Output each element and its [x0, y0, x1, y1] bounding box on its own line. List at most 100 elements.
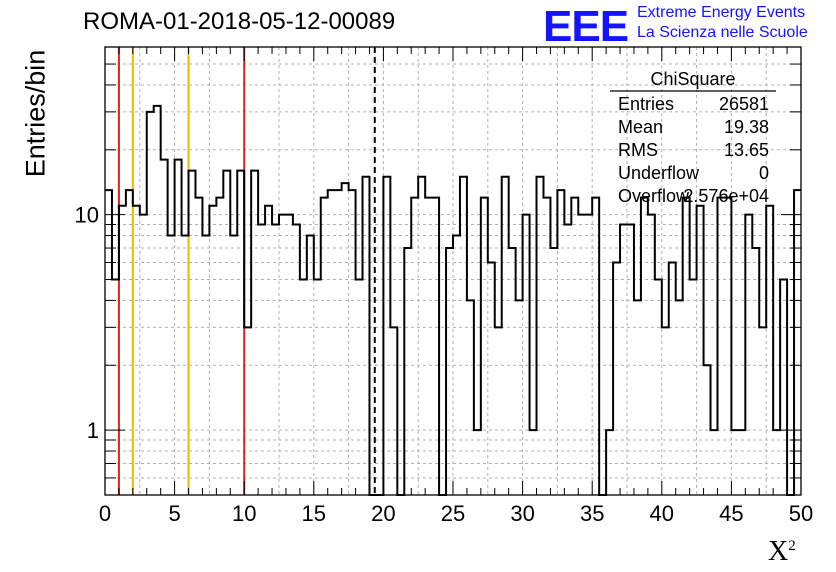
stats-row-label: Underflow: [618, 163, 700, 183]
histogram-bin: [189, 171, 196, 495]
histogram-bin: [766, 206, 773, 495]
stats-row-label: Mean: [618, 117, 663, 137]
stats-row-value: 0: [759, 163, 769, 183]
histogram-bin: [683, 198, 690, 495]
histogram-bin: [390, 327, 397, 495]
histogram-bin: [209, 206, 216, 495]
histogram-bin: [356, 280, 363, 495]
x-tick-label: 20: [371, 501, 395, 526]
histogram-bin: [690, 280, 697, 495]
stats-row-value: 19.38: [724, 117, 769, 137]
histogram-bin: [112, 280, 119, 495]
histogram-bin: [662, 327, 669, 495]
histogram-bin: [550, 248, 557, 495]
x-tick-label: 15: [302, 501, 326, 526]
x-tick-label: 5: [168, 501, 180, 526]
histogram-bin: [467, 300, 474, 495]
x-tick-label: 45: [719, 501, 743, 526]
histogram-bin: [314, 280, 321, 495]
x-tick-label: 25: [441, 501, 465, 526]
x-tick-label: 40: [650, 501, 674, 526]
stats-row-value: 13.65: [724, 140, 769, 160]
histogram-bin: [237, 171, 244, 495]
stats-row-label: Overflow: [618, 186, 690, 206]
x-axis-label-superscript: 2: [788, 538, 796, 554]
histogram-bin: [780, 280, 787, 495]
x-tick-label: 50: [789, 501, 813, 526]
histogram-bin: [133, 206, 140, 495]
x-tick-label: 35: [580, 501, 604, 526]
histogram-bin: [488, 262, 495, 495]
histogram-series: [105, 104, 801, 496]
histogram-bin: [481, 198, 488, 495]
stats-title: ChiSquare: [650, 69, 735, 89]
histogram-bin: [404, 248, 411, 495]
stats-box: ChiSquare Entries 26581 Mean 19.38 RMS 13.65 Un…: [610, 69, 776, 206]
y-tick-label: 1: [87, 418, 99, 443]
x-tick-label: 30: [510, 501, 534, 526]
histogram-bin: [432, 198, 439, 495]
histogram-bin: [717, 198, 724, 495]
histogram-bin: [578, 215, 585, 495]
histogram-bin: [564, 225, 571, 495]
histogram-bin: [279, 215, 286, 495]
logo-line-1: Extreme Energy Events: [637, 4, 806, 21]
histogram-bin: [244, 327, 251, 495]
histogram-bin: [195, 198, 202, 495]
histogram-bin: [759, 327, 766, 495]
histogram-bin: [265, 206, 272, 495]
histogram-bin: [627, 225, 634, 495]
histogram-bin: [620, 225, 627, 495]
histogram-bin: [446, 248, 453, 495]
histogram-bin: [509, 248, 516, 495]
grid-lines: [104, 47, 802, 495]
eee-logo: EEE: [543, 2, 629, 51]
histogram-bin: [655, 280, 662, 495]
histogram-bin: [293, 225, 300, 495]
histogram-bin: [516, 300, 523, 495]
histogram-bin: [147, 112, 154, 495]
histogram-bin: [669, 262, 676, 495]
histogram-bin: [724, 198, 731, 495]
histogram-bin: [342, 183, 349, 495]
x-tick-label: 0: [99, 501, 111, 526]
histogram-bin: [613, 262, 620, 495]
histogram-bin: [272, 225, 279, 495]
stats-row-label: Entries: [618, 94, 674, 114]
histogram-bin: [411, 198, 418, 495]
histogram-bin: [300, 280, 307, 495]
stats-row-label: RMS: [618, 140, 658, 160]
histogram-bin: [258, 225, 265, 495]
stats-row-value: 2.576e+04: [683, 186, 769, 206]
histogram-bin: [251, 171, 258, 495]
x-tick-label: 10: [232, 501, 256, 526]
histogram-bin: [140, 215, 147, 495]
histogram-bin: [216, 198, 223, 495]
logo-line-2: La Scienza nelle Scuole: [637, 24, 808, 41]
histogram-bin: [286, 215, 293, 495]
histogram-bin: [634, 300, 641, 495]
histogram-bin: [543, 198, 550, 495]
histogram-bin: [648, 215, 655, 495]
histogram-bin: [676, 300, 683, 495]
reference-lines: [117, 47, 376, 495]
histogram-bin: [321, 198, 328, 495]
axis-ticks: 0 5 10 15 20 25 30 35 40 45 50 1 10: [75, 47, 813, 526]
histogram-bin: [119, 206, 126, 495]
chart-title: ROMA-01-2018-05-12-00089: [83, 8, 396, 35]
histogram-bin: [223, 171, 230, 495]
histogram-bin: [425, 198, 432, 495]
histogram-bin: [523, 215, 530, 495]
stats-row-value: 26581: [719, 94, 769, 114]
histogram-bin: [585, 215, 592, 495]
x-axis-label: X2: [768, 536, 796, 568]
histogram-bin: [495, 327, 502, 495]
histogram-outline: [105, 104, 801, 496]
x-axis-label-text: X: [768, 536, 789, 567]
histogram-bin: [752, 248, 759, 495]
histogram-bin: [697, 206, 704, 495]
histogram-bin: [745, 215, 752, 495]
y-tick-label: 10: [75, 203, 99, 228]
histogram-bin: [592, 198, 599, 495]
